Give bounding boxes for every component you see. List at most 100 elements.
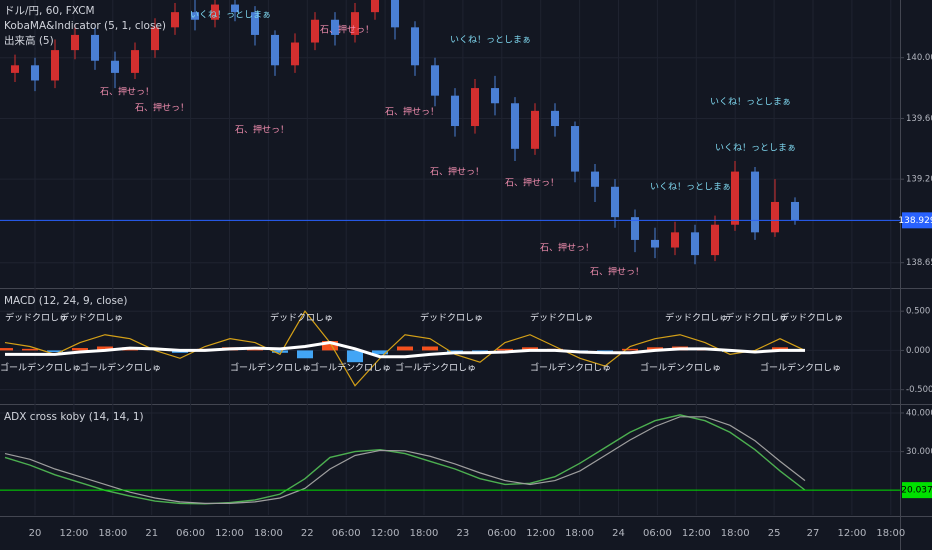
annotation: いくね！っとしまぁ — [715, 143, 796, 154]
histogram-bar — [97, 346, 113, 351]
candle-body — [271, 34, 279, 66]
candle-body — [691, 232, 699, 256]
histogram-bar — [397, 346, 413, 351]
candle-body — [11, 65, 19, 73]
price-tag — [902, 482, 932, 499]
y-tick-label: 0.000 — [906, 346, 930, 356]
pane-title: MACD (12, 24, 9, close) — [4, 295, 127, 307]
x-tick-label: 22 — [301, 528, 314, 539]
histogram-bar — [422, 346, 438, 351]
annotation: 石、押せっ！ — [235, 124, 289, 136]
candle-body — [51, 50, 59, 81]
histogram-bar — [622, 348, 638, 351]
annotation: デッドクロしゅ — [665, 312, 728, 324]
candle-body — [371, 0, 379, 13]
x-tick-label: 12:00 — [837, 528, 866, 539]
x-tick-label: 24 — [612, 528, 625, 539]
annotation: 石、押せっ！ — [590, 266, 644, 278]
histogram-bar — [22, 348, 38, 351]
annotation: デッドクロしゅ — [60, 312, 123, 324]
candle-body — [111, 60, 119, 73]
pane-title: KobaMA&Indicator (5, 1, close) — [4, 20, 166, 32]
annotation: デッドクロしゅ — [530, 312, 593, 324]
candle-body — [631, 217, 639, 240]
annotation: デッドクロしゅ — [420, 312, 483, 324]
candle-body — [391, 0, 399, 28]
annotation: 石、押せっ！ — [540, 242, 594, 254]
histogram-bar — [372, 350, 388, 355]
x-tick-label: 20 — [29, 528, 42, 539]
x-tick-label: 18:00 — [876, 528, 905, 539]
candle-body — [771, 201, 779, 233]
candle-body — [531, 110, 539, 149]
candle-body — [291, 42, 299, 66]
x-tick-label: 21 — [145, 528, 158, 539]
candle-body — [31, 65, 39, 81]
histogram-bar — [47, 350, 63, 352]
annotation: 石、押せっ！ — [430, 166, 484, 178]
price-tag — [902, 212, 932, 229]
histogram-bar — [72, 348, 88, 351]
y-tick-label: 40.000 — [906, 408, 932, 418]
annotation: デッドクロしゅ — [780, 312, 843, 324]
candle-body — [191, 12, 199, 20]
candle-body — [791, 201, 799, 221]
candle-body — [491, 88, 499, 104]
x-tick-label: 18:00 — [565, 528, 594, 539]
candle-body — [451, 95, 459, 127]
pane — [0, 0, 900, 265]
y-tick-label: 139.600 — [906, 114, 932, 124]
x-tick-label: 12:00 — [526, 528, 555, 539]
annotation: デッドクロしゅ — [5, 312, 68, 324]
x-tick-label: 18:00 — [254, 528, 283, 539]
x-tick-label: 18:00 — [721, 528, 750, 539]
candle-body — [71, 34, 79, 51]
candle-body — [251, 12, 259, 35]
histogram-bar — [447, 350, 463, 352]
x-tick-label: 18:00 — [98, 528, 127, 539]
candle-body — [91, 34, 99, 61]
annotation: デッドクロしゅ — [725, 312, 788, 324]
candle-body — [511, 103, 519, 149]
candle-body — [411, 27, 419, 66]
y-tick-label: -0.500 — [906, 385, 932, 395]
pane — [0, 310, 900, 391]
candle-body — [651, 239, 659, 248]
x-tick-label: 06:00 — [332, 528, 361, 539]
price-tag-label: 138.929 — [898, 216, 932, 226]
x-tick-label: 12:00 — [371, 528, 400, 539]
x-tick-label: 12:00 — [215, 528, 244, 539]
candle-body — [351, 12, 359, 35]
annotation: いくね！っとしまぁ — [710, 97, 791, 108]
annotation: 石、押せっ！ — [385, 106, 439, 118]
histogram-bar — [522, 347, 538, 351]
candle-body — [211, 4, 219, 20]
x-tick-label: 06:00 — [487, 528, 516, 539]
candle-body — [151, 27, 159, 51]
x-tick-label: 25 — [768, 528, 781, 539]
pane-title: 出来高 (5) — [4, 34, 54, 47]
x-tick-label: 27 — [807, 528, 820, 539]
histogram-bar — [497, 348, 513, 351]
annotation: 石、押せっ！ — [100, 86, 154, 98]
histogram-bar — [772, 347, 788, 351]
x-tick-label: 12:00 — [682, 528, 711, 539]
histogram-bar — [272, 350, 288, 353]
annotation: ゴールデンクロしゅ — [0, 362, 81, 374]
annotation: 石、押せっ！ — [320, 24, 374, 36]
candle-body — [711, 224, 719, 256]
price-tag-label: 20.037 — [901, 486, 932, 496]
annotation: ゴールデンクロしゅ — [230, 362, 311, 374]
candle-body — [731, 171, 739, 225]
annotation: いくね！っとしまぁ — [190, 10, 271, 21]
candle-body — [591, 171, 599, 187]
histogram-bar — [0, 348, 13, 351]
x-tick-label: 12:00 — [59, 528, 88, 539]
candle-body — [571, 126, 579, 172]
annotation: ゴールデンクロしゅ — [530, 362, 611, 374]
histogram-bar — [647, 347, 663, 351]
annotation: 石、押せっ！ — [505, 177, 559, 189]
annotation: いくね！っとしまぁ — [650, 182, 731, 193]
annotation: ゴールデンクロしゅ — [310, 362, 391, 374]
y-tick-label: 139.200 — [906, 175, 932, 185]
